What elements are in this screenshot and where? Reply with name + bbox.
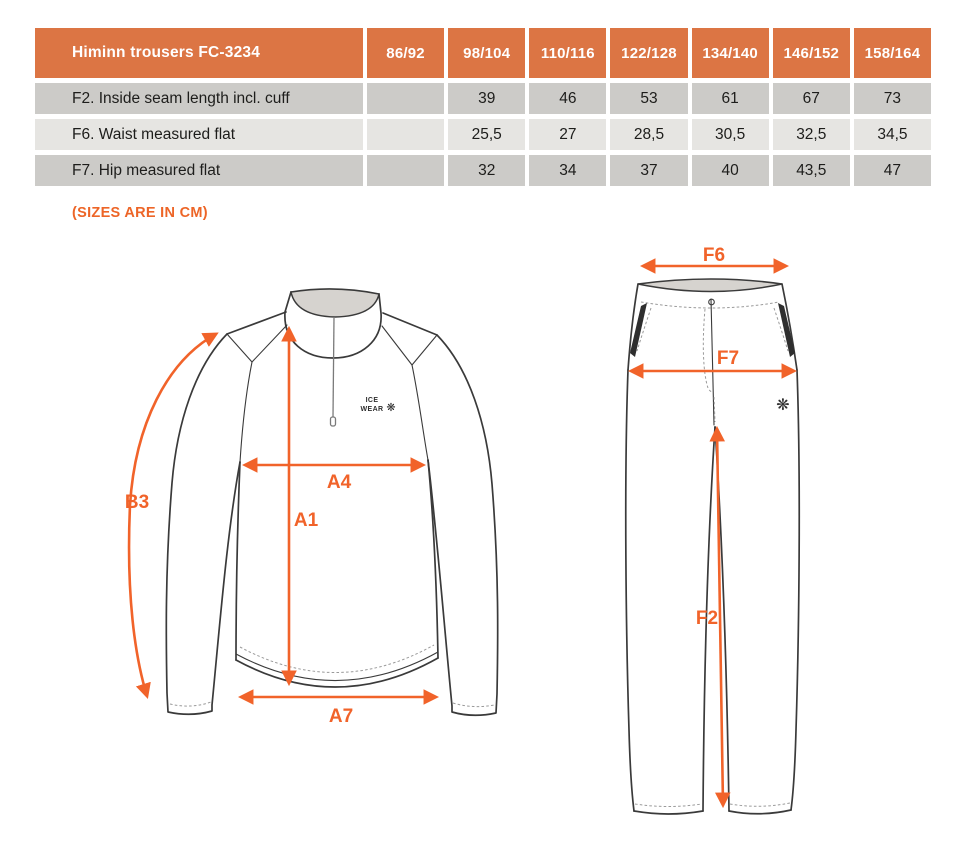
trousers-leg-right-outer [790, 369, 801, 811]
sweater-raglan-right [411, 364, 429, 461]
sweater-raglan-left [239, 361, 253, 463]
sweater-hem-inner [235, 651, 439, 681]
table-cell: 61 [691, 83, 769, 114]
table-cell [367, 119, 445, 150]
table-cell: 32 [448, 155, 526, 186]
trousers-snowflake-icon: ❋ [776, 395, 789, 414]
f7-label: F7 [717, 348, 739, 369]
size-table: Himinn trousers FC-3234 86/92 98/104 110… [35, 28, 931, 186]
b3-arrow [127, 332, 219, 699]
table-cell: 73 [853, 83, 931, 114]
table-cell: 53 [610, 83, 688, 114]
trousers-hem-right [728, 809, 792, 815]
sweater-body-right [427, 459, 439, 659]
table-cell: 28,5 [610, 119, 688, 150]
trousers-leg-left-outer [624, 369, 635, 812]
sweater-yoke-left [226, 324, 288, 363]
sweater-body-left [235, 461, 241, 661]
sweater-shoulder-right [382, 312, 438, 336]
size-column-header: 86/92 [367, 28, 445, 78]
table-cell: 43,5 [772, 155, 850, 186]
sweater-hem [235, 657, 439, 688]
trousers-waist-right-edge [781, 283, 798, 371]
size-column-header: 122/128 [610, 28, 688, 78]
sweater-sleeve-left [165, 333, 241, 716]
sweater-measurement-diagram: ICE WEAR ❋ B3 A4 A1 A7 [125, 288, 499, 727]
f2-label: F2 [696, 608, 718, 629]
trousers-hem-left [633, 810, 704, 815]
row-label: F6. Waist measured flat [35, 119, 363, 150]
sweater-yoke-right [381, 325, 438, 366]
a1-label: A1 [294, 510, 319, 531]
b3-label: B3 [125, 492, 149, 513]
table-cell: 32,5 [772, 119, 850, 150]
table-cell: 67 [772, 83, 850, 114]
size-column-header: 158/164 [853, 28, 931, 78]
table-cell: 40 [691, 155, 769, 186]
table-cell: 39 [448, 83, 526, 114]
table-cell: 34 [529, 155, 607, 186]
trousers-waist-left-edge [627, 283, 639, 371]
sweater-cuff-stitch-right [452, 702, 495, 708]
sweater-collar-inner [290, 288, 380, 318]
row-label: F7. Hip measured flat [35, 155, 363, 186]
trousers-pocket-left [630, 303, 647, 357]
sweater-zip-line [332, 316, 335, 418]
sweater-hem-stitch [239, 644, 435, 673]
trousers-crotch-stitch [713, 396, 716, 423]
sweater-sleeve-right [427, 334, 499, 717]
trousers-hem-stitch-left [634, 803, 703, 807]
table-cell [367, 155, 445, 186]
sweater-cuff-stitch-left [169, 701, 212, 707]
a7-label: A7 [329, 706, 353, 727]
f2-arrow [709, 425, 731, 809]
table-cell: 30,5 [691, 119, 769, 150]
sweater-shoulder-left [226, 311, 287, 335]
logo-text-line2: WEAR [361, 406, 384, 413]
size-column-header: 146/152 [772, 28, 850, 78]
size-column-header: 98/104 [448, 28, 526, 78]
table-cell: 34,5 [853, 119, 931, 150]
size-column-header: 110/116 [529, 28, 607, 78]
table-cell: 46 [529, 83, 607, 114]
sweater-zip-pull [329, 416, 337, 427]
table-cell: 37 [610, 155, 688, 186]
logo-text-line1: ICE [366, 397, 379, 404]
trousers-pocket-right [778, 303, 795, 357]
table-cell: 47 [853, 155, 931, 186]
trousers-center-front-seam [710, 298, 715, 426]
table-cell [367, 83, 445, 114]
trousers-waist-inner [637, 278, 783, 293]
table-cell: 25,5 [448, 119, 526, 150]
row-label: F2. Inside seam length incl. cuff [35, 83, 363, 114]
table-title: Himinn trousers FC-3234 [35, 28, 363, 78]
f6-label: F6 [703, 245, 725, 266]
trousers-waistband-stitch [640, 301, 780, 309]
size-column-header: 134/140 [691, 28, 769, 78]
trousers-hem-stitch-right [729, 802, 791, 807]
sizes-unit-note: (SIZES ARE IN CM) [72, 205, 208, 221]
logo-snowflake-icon: ❋ [386, 401, 395, 414]
table-cell: 27 [529, 119, 607, 150]
a4-label: A4 [327, 472, 352, 493]
trousers-measurement-diagram: ❋ F6 F7 F2 [624, 245, 801, 815]
